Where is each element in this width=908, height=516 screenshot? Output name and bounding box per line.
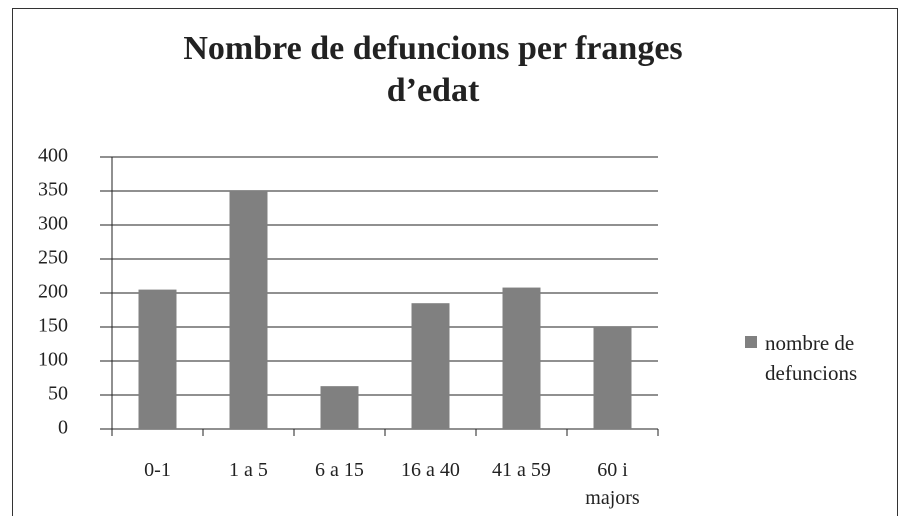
x-tick-label: 0-1	[144, 459, 171, 481]
bar	[411, 303, 450, 429]
legend-swatch	[745, 336, 757, 348]
bar	[502, 287, 541, 429]
x-tick-label: 41 a 59	[492, 459, 551, 481]
y-tick-label: 250	[38, 247, 68, 269]
x-tick-label: 60 i majors	[585, 459, 640, 509]
y-tick-label: 0	[58, 417, 68, 439]
y-tick-label: 100	[38, 349, 68, 371]
chart-title: Nombre de defuncions per franges d’edat	[183, 30, 683, 109]
bar	[593, 327, 632, 429]
x-tick-label: 1 a 5	[229, 459, 268, 481]
y-tick-label: 50	[48, 383, 68, 405]
y-tick-label: 150	[38, 315, 68, 337]
x-tick-label: 16 a 40	[401, 459, 460, 481]
y-tick-label: 400	[38, 145, 68, 167]
x-tick-label: 6 a 15	[315, 459, 364, 481]
chart-frame	[12, 8, 898, 516]
bar	[138, 289, 177, 429]
y-tick-label: 300	[38, 213, 68, 235]
y-tick-label: 200	[38, 281, 68, 303]
bar	[229, 191, 268, 429]
legend-label: nombre de defuncions	[765, 331, 858, 385]
y-tick-label: 350	[38, 179, 68, 201]
bar	[320, 386, 359, 429]
